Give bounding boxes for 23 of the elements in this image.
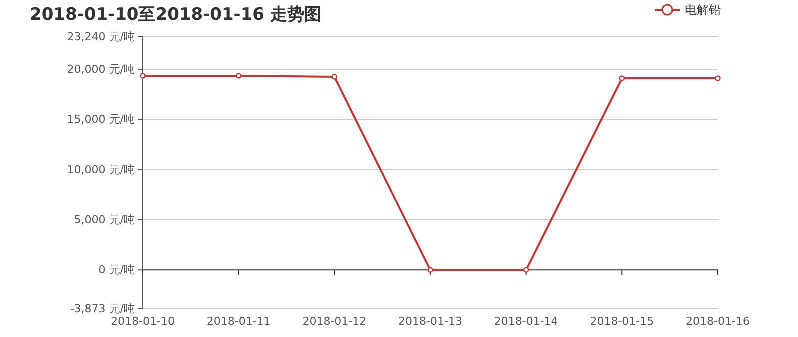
x-tick-label: 2018-01-16 (686, 314, 750, 328)
y-tick-label: 15,000 元/吨 (67, 113, 135, 126)
legend-label: 电解铅 (685, 3, 721, 17)
chart-title: 2018-01-10至2018-01-16 走势图 (30, 5, 322, 25)
point (332, 74, 338, 80)
point (619, 76, 626, 82)
x-tick-label: 2018-01-11 (206, 314, 271, 328)
x-tick-label: 2018-01-15 (590, 314, 654, 328)
x-tick-label: 2018-01-14 (494, 314, 558, 328)
y-tick-label: -3,873 元/吨 (70, 302, 135, 316)
y-tick-label: 10,000 元/吨 (67, 163, 135, 176)
point (236, 73, 242, 79)
point (140, 73, 146, 79)
point (715, 76, 721, 82)
y-tick-label: 23,240 元/吨 (67, 30, 135, 44)
x-tick-label: 2018-01-10 (111, 314, 175, 328)
x-tick-label: 2018-01-13 (398, 314, 462, 328)
y-tick-label: 0 元/吨 (98, 264, 135, 277)
x-tick-label: 2018-01-12 (302, 314, 367, 328)
point (523, 267, 530, 273)
y-tick-label: 5,000 元/吨 (74, 214, 135, 227)
y-tick-label: 20,000 元/吨 (67, 63, 135, 76)
point (428, 267, 434, 273)
